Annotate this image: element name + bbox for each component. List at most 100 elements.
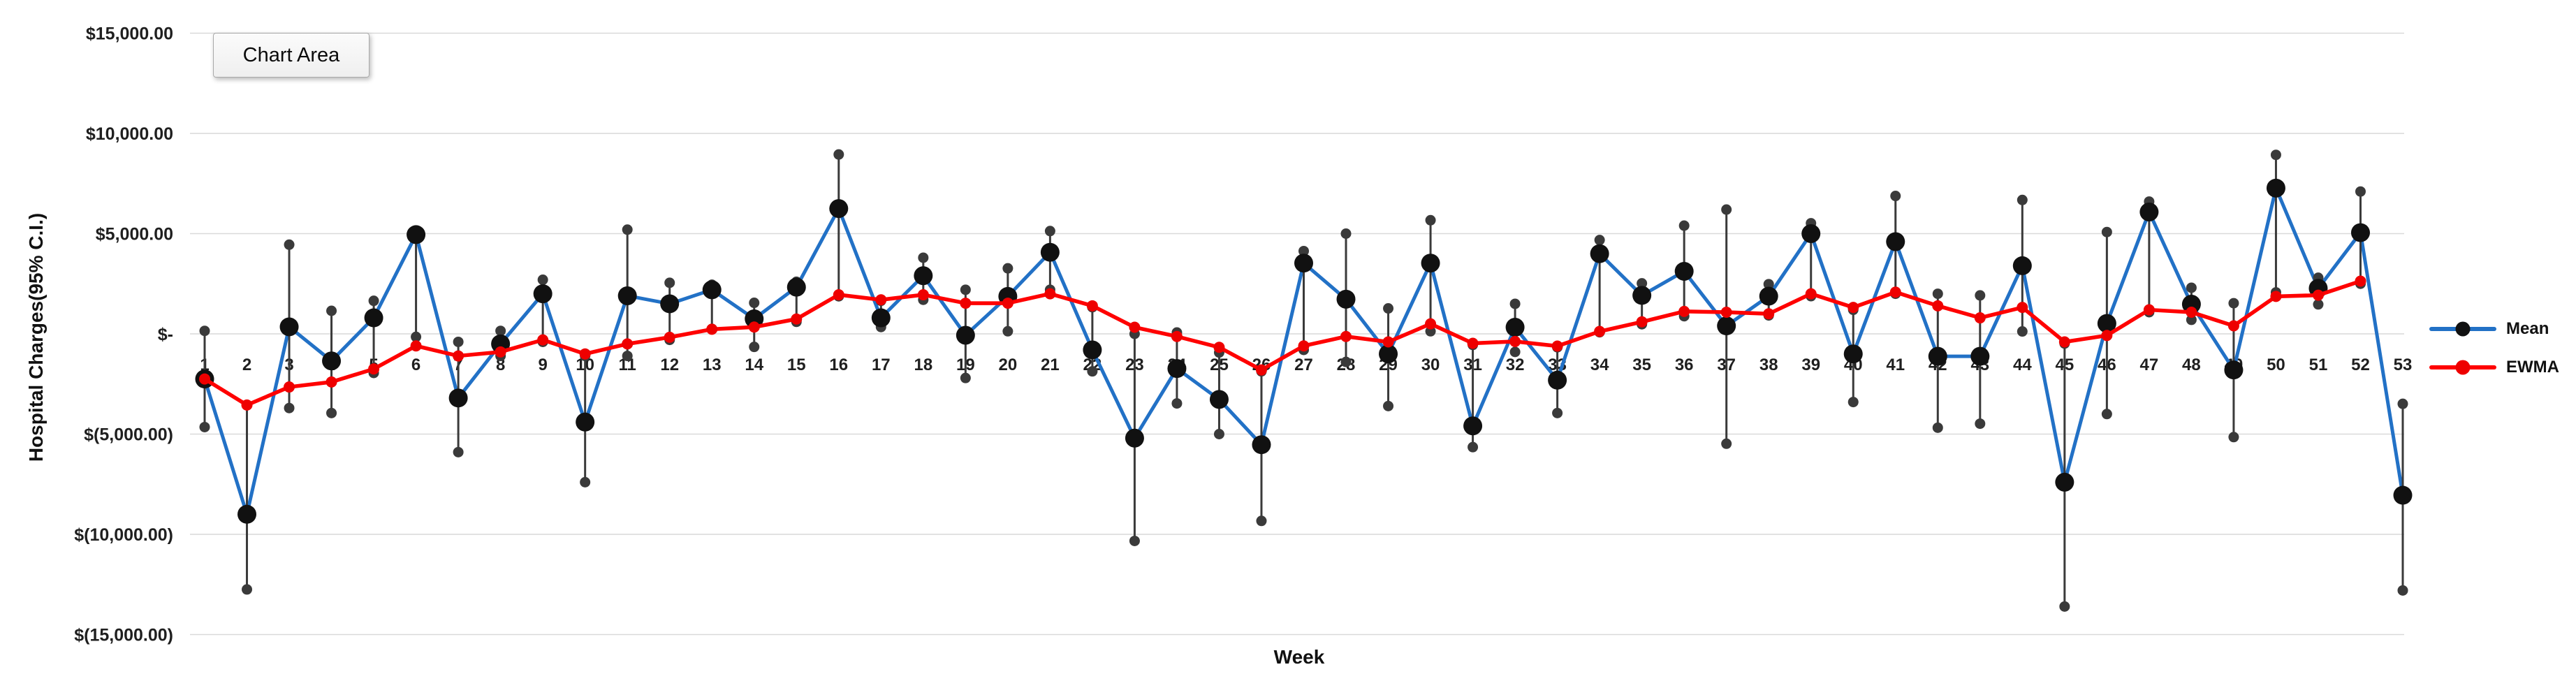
mean-point [1125, 428, 1144, 448]
error-bar-cap-bottom [1552, 407, 1563, 418]
mean-point [1336, 289, 1356, 309]
x-tick-label: 38 [1759, 356, 1778, 374]
error-bar-cap-bottom [749, 342, 760, 353]
error-bar-cap-bottom [1087, 366, 1098, 377]
error-bar-cap-bottom [2017, 326, 2028, 337]
ewma-point [960, 298, 972, 309]
mean-point [2055, 472, 2074, 492]
mean-point [2266, 178, 2285, 198]
mean-point [660, 294, 680, 314]
mean-point [2181, 295, 2201, 314]
x-axis-title: Week [1273, 646, 1325, 668]
ewma-point [1255, 364, 1267, 376]
ewma-point [410, 340, 422, 352]
error-bar-cap-bottom [1002, 325, 1013, 337]
legend-label-ewma: EWMA [2506, 358, 2559, 376]
error-bar-cap-top [1594, 235, 1605, 246]
error-bar-cap-top [1678, 220, 1690, 231]
legend-label-mean: Mean [2506, 319, 2549, 338]
error-bar-cap-bottom [1256, 515, 1267, 527]
error-bar-cap-top [2355, 186, 2366, 197]
mean-point [407, 225, 426, 244]
x-tick-label: 2 [242, 356, 251, 374]
error-bar-cap-top [1721, 204, 1732, 215]
x-tick-label: 39 [1801, 356, 1820, 374]
ewma-point [1425, 318, 1437, 330]
ewma-point [1213, 342, 1225, 353]
mean-point [2097, 314, 2116, 333]
mean-point [829, 199, 849, 219]
ewma-point [2143, 304, 2155, 316]
mean-point [364, 308, 383, 328]
error-bar-cap-top [2270, 149, 2281, 161]
error-bar-cap-bottom [1975, 418, 1986, 430]
error-bar-cap-bottom [2313, 299, 2324, 310]
ewma-point [1002, 298, 1013, 309]
ewma-point [2312, 289, 2324, 301]
mean-point [1886, 232, 1905, 251]
ewma-point [1382, 336, 1394, 348]
ewma-point [199, 373, 210, 385]
error-bar-cap-top [495, 325, 506, 337]
x-tick-label: 36 [1675, 356, 1694, 374]
error-bar-cap-top [1383, 303, 1394, 314]
error-bar-cap-top [1932, 288, 1943, 300]
error-bar-cap-top [749, 298, 760, 309]
ewma-point [1720, 307, 1732, 318]
ewma-point [2101, 330, 2113, 342]
mean-point [1548, 370, 1567, 390]
error-bar-cap-top [1298, 245, 1309, 256]
ewma-point [1298, 340, 1310, 352]
x-tick-label: 17 [872, 356, 891, 374]
legend-item-mean[interactable]: Mean [2429, 314, 2576, 344]
ewma-point [1763, 308, 1775, 320]
ewma-point [622, 338, 634, 350]
mean-marker-icon [2455, 321, 2471, 337]
ewma-point [1467, 337, 1479, 349]
mean-point [1505, 318, 1525, 337]
x-tick-label: 12 [660, 356, 679, 374]
mean-point [1674, 261, 1694, 281]
error-bar-cap-top [1002, 263, 1013, 274]
mean-point [2139, 203, 2159, 222]
x-tick-label: 50 [2267, 356, 2285, 374]
y-tick-label: $(10,000.00) [74, 525, 173, 545]
error-bar-cap-bottom [2186, 314, 2197, 325]
error-bar-cap-bottom [580, 476, 591, 488]
y-tick-label: $(5,000.00) [84, 425, 173, 445]
ewma-point [325, 376, 337, 388]
error-bar-cap-bottom [1721, 438, 1732, 449]
mean-point [1379, 344, 1398, 364]
y-axis-title: Hospital Charges(95% C.I.) [25, 212, 47, 462]
mean-point [745, 309, 764, 328]
ewma-point [2017, 302, 2028, 314]
ewma-marker-icon [2455, 360, 2471, 375]
error-bar-cap-top [1044, 226, 1055, 237]
ewma-point [284, 381, 295, 393]
ewma-point [1509, 335, 1521, 347]
error-bar-cap-top [2186, 282, 2197, 293]
error-bar-cap-top [960, 284, 971, 295]
x-tick-label: 30 [1421, 356, 1440, 374]
x-tick-label: 35 [1632, 356, 1651, 374]
mean-point [1928, 346, 1947, 366]
x-tick-label: 6 [411, 356, 420, 374]
error-bar-cap-bottom [1340, 356, 1352, 367]
ewma-point [1974, 312, 1986, 324]
ewma-point [1594, 325, 1606, 337]
error-bar-cap-bottom [1129, 535, 1140, 546]
mean-point [2393, 485, 2413, 505]
error-bar-cap-bottom [411, 331, 422, 342]
mean-point [871, 308, 891, 328]
ewma-point [664, 331, 675, 343]
y-tick-label: $- [158, 325, 173, 344]
ewma-point [2186, 307, 2197, 318]
error-bar-cap-bottom [1213, 429, 1224, 439]
error-bar-cap-bottom [622, 351, 633, 362]
legend-item-ewma[interactable]: EWMA [2429, 353, 2576, 382]
mean-point [617, 286, 637, 305]
ewma-point [1678, 305, 1690, 317]
ewma-point [537, 334, 549, 346]
x-tick-label: 34 [1590, 356, 1609, 374]
